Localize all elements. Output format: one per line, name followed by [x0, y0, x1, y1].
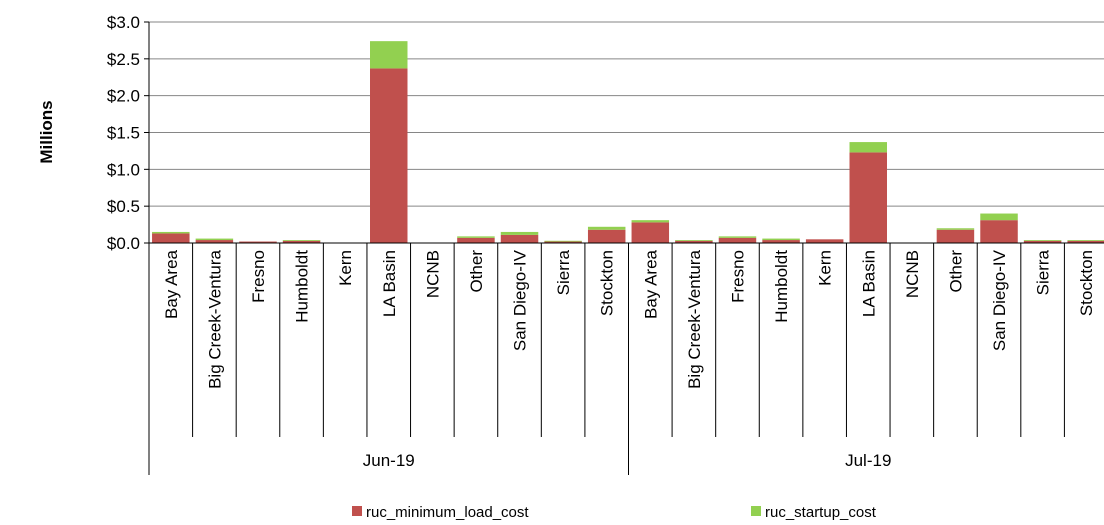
bar-ruc_startup_cost: [457, 236, 495, 238]
y-tick-label: $0.0: [107, 234, 140, 253]
category-label: Other: [467, 250, 486, 293]
bar-ruc_startup_cost: [1067, 240, 1104, 241]
category-label: Bay Area: [162, 249, 181, 319]
bar-ruc_minimum_load_cost: [1067, 240, 1104, 243]
bar-ruc_minimum_load_cost: [936, 229, 975, 243]
bar-ruc_startup_cost: [980, 213, 1018, 221]
bar-ruc_startup_cost: [631, 220, 670, 223]
legend-label: ruc_minimum_load_cost: [366, 504, 529, 521]
bar-ruc_minimum_load_cost: [631, 222, 670, 243]
category-label: Fresno: [249, 250, 268, 303]
legend: ruc_minimum_load_cost ruc_startup_cost: [352, 504, 877, 521]
category-label: San Diego-IV: [990, 249, 1009, 351]
bar-ruc_startup_cost: [152, 231, 190, 234]
y-tick-label: $1.0: [107, 160, 140, 179]
bar-ruc_startup_cost: [544, 240, 582, 242]
y-axis-label: Millions: [37, 100, 56, 163]
category-label: NCNB: [423, 250, 442, 298]
legend-swatch: [751, 506, 761, 516]
bar-ruc_minimum_load_cost: [239, 241, 277, 243]
bar-ruc_startup_cost: [762, 238, 800, 241]
category-label: Sierra: [1034, 249, 1053, 295]
category-label: Stockton: [1077, 250, 1096, 316]
bar-ruc_startup_cost: [370, 41, 408, 69]
y-tick-label: $3.0: [107, 13, 140, 32]
gridlines: [149, 21, 1104, 207]
bar-ruc_minimum_load_cost: [457, 237, 495, 243]
bar-ruc_minimum_load_cost: [544, 241, 582, 243]
bar-ruc_startup_cost: [675, 240, 713, 241]
category-label: NCNB: [903, 250, 922, 298]
category-label: Big Creek-Ventura: [205, 249, 224, 388]
category-label: Humboldt: [772, 250, 791, 323]
bar-ruc_minimum_load_cost: [195, 240, 234, 243]
category-label: Sierra: [554, 249, 573, 295]
category-label: Kern: [336, 250, 355, 286]
bar-ruc_minimum_load_cost: [805, 239, 844, 243]
group-label: Jun-19: [363, 451, 415, 470]
group-labels: Jun-19 Jul-19: [363, 451, 892, 470]
bar-ruc_startup_cost: [936, 228, 975, 230]
bar-ruc_startup_cost: [587, 226, 626, 230]
bar-ruc_startup_cost: [718, 236, 757, 238]
y-tick-label: $1.5: [107, 124, 140, 143]
bar-ruc_startup_cost: [282, 240, 321, 241]
bar-ruc_minimum_load_cost: [849, 152, 887, 243]
bar-ruc_minimum_load_cost: [587, 229, 626, 243]
bar-ruc_minimum_load_cost: [718, 237, 757, 243]
y-tick-label: $0.5: [107, 197, 140, 216]
legend-swatch: [352, 506, 362, 516]
category-label: Big Creek-Ventura: [685, 249, 704, 388]
category-label: LA Basin: [380, 250, 399, 317]
bar-ruc_minimum_load_cost: [500, 234, 539, 243]
category-label: San Diego-IV: [511, 249, 530, 351]
category-label: Stockton: [598, 250, 617, 316]
bar-ruc_minimum_load_cost: [1023, 240, 1062, 243]
bar-ruc_minimum_load_cost: [762, 240, 800, 243]
bar-ruc_minimum_load_cost: [370, 68, 408, 243]
category-label: Kern: [816, 250, 835, 286]
category-label: LA Basin: [859, 250, 878, 317]
bar-ruc_startup_cost: [849, 142, 887, 153]
y-tick-label: $2.0: [107, 87, 140, 106]
bar-ruc_minimum_load_cost: [282, 240, 321, 243]
category-label: Bay Area: [641, 249, 660, 319]
legend-label: ruc_startup_cost: [765, 504, 877, 521]
bar-ruc_minimum_load_cost: [675, 240, 713, 243]
bar-ruc_startup_cost: [1023, 240, 1062, 241]
category-label: Other: [946, 250, 965, 293]
bar-ruc_startup_cost: [500, 231, 539, 235]
category-label: Fresno: [728, 250, 747, 303]
axes: [144, 21, 1104, 475]
group-label: Jul-19: [845, 451, 891, 470]
bar-ruc_startup_cost: [195, 238, 234, 241]
category-label: Humboldt: [293, 250, 312, 323]
y-tick-label: $2.5: [107, 50, 140, 69]
y-tick-labels: $0.0 $0.5 $1.0 $1.5 $2.0 $2.5 $3.0: [107, 13, 140, 253]
bar-ruc_minimum_load_cost: [980, 220, 1018, 243]
bars: [152, 41, 1104, 243]
bar-ruc_minimum_load_cost: [152, 233, 190, 243]
category-labels: Bay Area Big Creek-Ventura Fresno Humboldt K…: [162, 249, 1096, 389]
